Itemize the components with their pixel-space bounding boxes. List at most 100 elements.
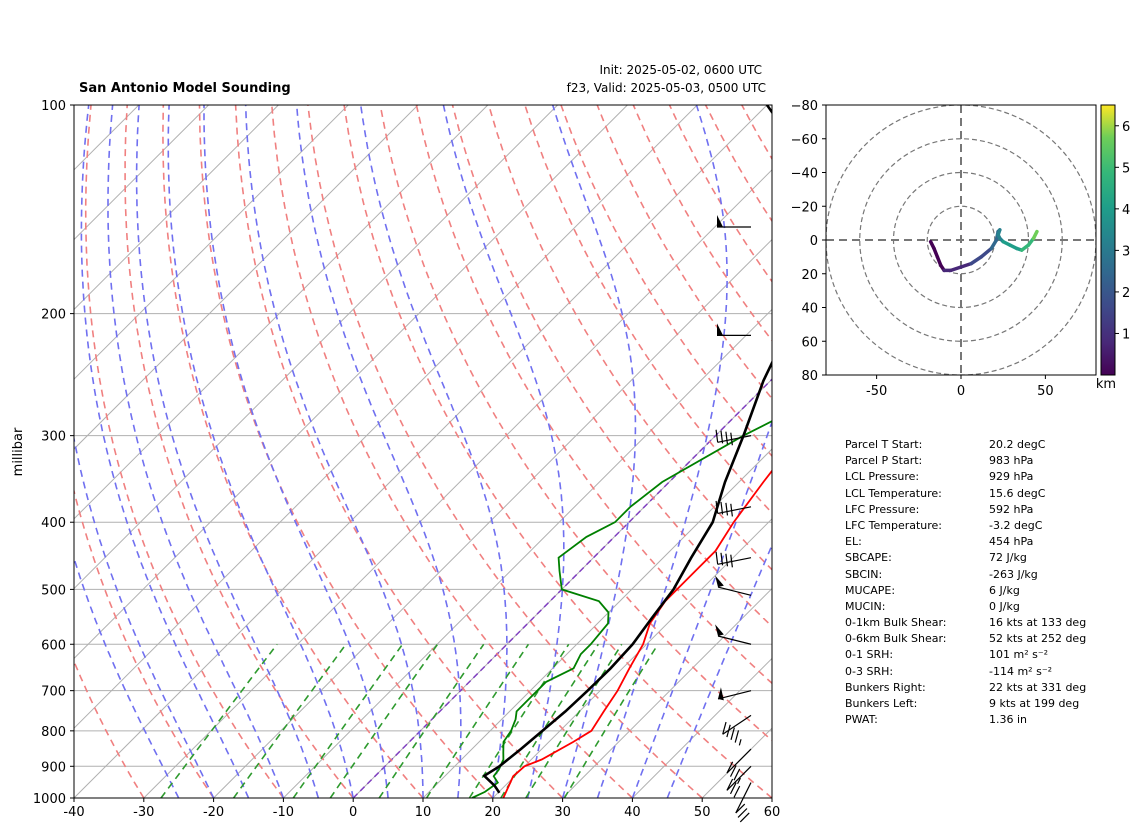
chart-title: San Antonio Model Sounding xyxy=(79,81,291,96)
moist-adiabat xyxy=(443,105,563,798)
colorbar-tick-label: 5 xyxy=(1122,161,1130,176)
stat-label: Parcel T Start: xyxy=(845,437,922,453)
stat-value: 592 hPa xyxy=(989,502,1033,518)
y-tick-label: 700 xyxy=(41,685,66,700)
isotherm xyxy=(772,105,1142,798)
dry-adiabat xyxy=(778,105,1142,798)
stat-label: 0-1 SRH: xyxy=(845,647,893,663)
y-tick-label: 900 xyxy=(41,760,66,775)
stat-label: Bunkers Left: xyxy=(845,696,917,712)
hodograph-segment xyxy=(1034,232,1037,239)
y-axis-label: millibar xyxy=(11,427,26,476)
dry-adiabat xyxy=(86,105,284,798)
hodo-y-tick-label: 0 xyxy=(810,234,818,249)
colorbar-tick-label: 3 xyxy=(1122,244,1130,259)
stat-label: PWAT: xyxy=(845,712,878,728)
moist-adiabat xyxy=(246,105,423,798)
stat-label: 0-1km Bulk Shear: xyxy=(845,615,947,631)
stat-value: 16 kts at 133 deg xyxy=(989,615,1086,631)
moist-adiabat xyxy=(56,105,213,798)
x-tick-label: 40 xyxy=(624,805,641,820)
stat-label: SBCIN: xyxy=(845,567,882,583)
y-tick-label: 500 xyxy=(41,583,66,598)
stat-value: -3.2 degC xyxy=(989,518,1042,534)
dewpoint-profile xyxy=(472,105,1018,798)
hodo-x-tick-label: 0 xyxy=(957,384,965,399)
stat-label: 0-3 SRH: xyxy=(845,664,893,680)
hodo-y-tick-label: −20 xyxy=(791,200,818,215)
stat-value: 0 J/kg xyxy=(989,599,1020,615)
mixing-ratio-line xyxy=(427,644,529,798)
y-tick-label: 100 xyxy=(41,99,66,114)
stat-label: SBCAPE: xyxy=(845,550,892,566)
moist-adiabat xyxy=(204,105,388,798)
colorbar xyxy=(1101,105,1115,375)
wind-barb xyxy=(717,215,751,227)
mixing-ratio-line xyxy=(293,644,402,798)
zero-isotherm xyxy=(353,105,1046,798)
dry-adiabat xyxy=(45,105,214,798)
stat-value: 72 J/kg xyxy=(989,550,1027,566)
stat-label: Bunkers Right: xyxy=(845,680,926,696)
stat-label: 0-6km Bulk Shear: xyxy=(845,631,947,647)
stat-label: MUCIN: xyxy=(845,599,885,615)
wind-barb xyxy=(718,687,751,700)
dry-adiabat xyxy=(344,105,772,798)
x-tick-label: 60 xyxy=(764,805,781,820)
y-tick-label: 600 xyxy=(41,638,66,653)
wind-barb xyxy=(715,575,751,595)
colorbar-tick-label: 6 xyxy=(1122,120,1130,135)
y-tick-label: 1000 xyxy=(33,792,66,807)
hodo-x-tick-label: -50 xyxy=(866,384,887,399)
y-tick-label: 800 xyxy=(41,725,66,740)
stat-label: Parcel P Start: xyxy=(845,453,922,469)
dry-adiabat xyxy=(125,105,353,798)
stat-value: 20.2 degC xyxy=(989,437,1045,453)
skew-t-background xyxy=(0,105,1142,798)
stat-value: 52 kts at 252 deg xyxy=(989,631,1086,647)
hodo-x-tick-label: 50 xyxy=(1037,384,1054,399)
colorbar-tick-label: 2 xyxy=(1122,286,1130,301)
hodo-y-tick-label: −60 xyxy=(791,133,818,148)
dry-adiabat xyxy=(308,105,702,798)
colorbar-label: km xyxy=(1096,377,1116,392)
hodo-y-tick-label: 80 xyxy=(801,369,818,384)
stat-value: 9 kts at 199 deg xyxy=(989,696,1079,712)
init-time: Init: 2025-05-02, 0600 UTC xyxy=(599,63,762,77)
x-tick-label: -40 xyxy=(63,805,84,820)
hodo-y-tick-label: 20 xyxy=(801,268,818,283)
y-tick-label: 300 xyxy=(41,430,66,445)
hodograph-background xyxy=(826,105,1096,375)
stat-value: 101 m² s⁻² xyxy=(989,647,1048,663)
stat-value: 983 hPa xyxy=(989,453,1033,469)
stat-value: 22 kts at 331 deg xyxy=(989,680,1086,696)
x-tick-label: -20 xyxy=(203,805,224,820)
stat-label: LFC Pressure: xyxy=(845,502,919,518)
x-tick-label: -30 xyxy=(133,805,154,820)
x-tick-label: -10 xyxy=(273,805,294,820)
hodo-y-tick-label: 60 xyxy=(801,335,818,350)
y-tick-label: 200 xyxy=(41,308,66,323)
stat-value: 454 hPa xyxy=(989,534,1033,550)
moist-adiabat xyxy=(137,105,319,798)
stat-label: MUCAPE: xyxy=(845,583,895,599)
wind-barb xyxy=(716,501,751,516)
hodo-y-tick-label: −40 xyxy=(791,167,818,182)
colorbar-tick-label: 1 xyxy=(1122,327,1130,342)
stat-value: -263 J/kg xyxy=(989,567,1038,583)
stat-value: 1.36 in xyxy=(989,712,1027,728)
stat-label: LCL Pressure: xyxy=(845,469,919,485)
x-tick-label: 10 xyxy=(415,805,432,820)
x-tick-label: 20 xyxy=(485,805,502,820)
mixing-ratio-line xyxy=(161,644,277,798)
stat-value: -114 m² s⁻² xyxy=(989,664,1052,680)
hodo-y-tick-label: 40 xyxy=(801,302,818,317)
stat-label: LCL Temperature: xyxy=(845,486,942,502)
stat-value: 6 J/kg xyxy=(989,583,1020,599)
hodo-y-tick-label: −80 xyxy=(791,99,818,114)
stat-value: 929 hPa xyxy=(989,469,1033,485)
stat-value: 15.6 degC xyxy=(989,486,1045,502)
